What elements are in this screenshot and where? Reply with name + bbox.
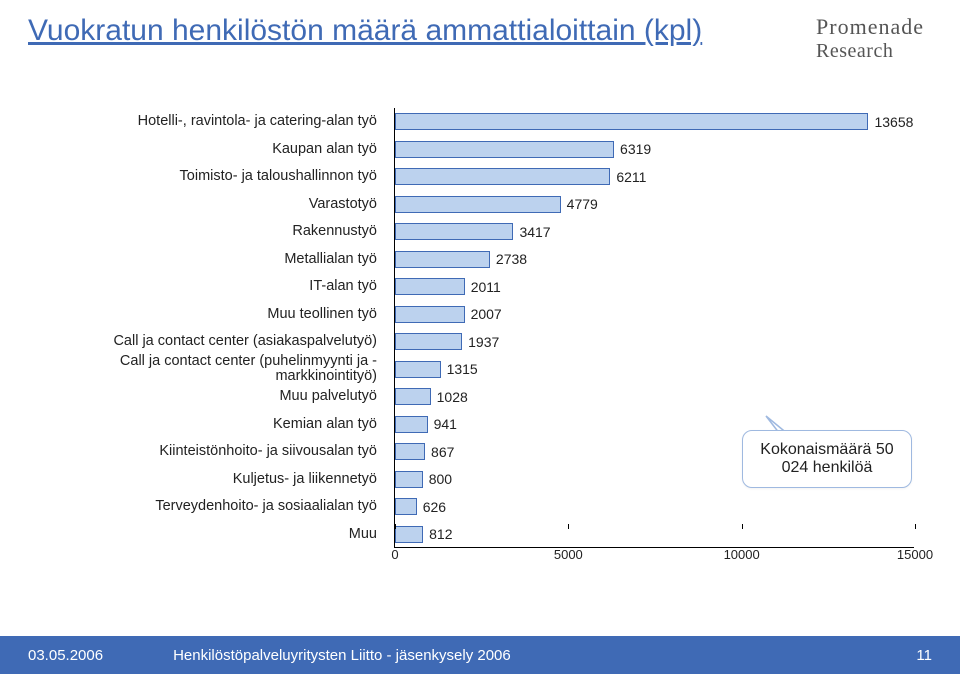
logo-line2: Research	[816, 40, 924, 63]
value-label: 941	[434, 416, 457, 432]
bar	[395, 416, 428, 433]
logo-line1: Promenade	[816, 14, 924, 40]
callout-total: Kokonaismäärä 50 024 henkilöä	[742, 430, 912, 488]
x-tick-mark	[915, 524, 916, 529]
x-tick-label: 10000	[724, 547, 760, 562]
value-label: 2738	[496, 251, 527, 267]
value-label: 812	[429, 526, 452, 542]
category-label: Call ja contact center (asiakaspalveluty…	[25, 334, 385, 349]
category-label: Kuljetus- ja liikennetyö	[25, 472, 385, 487]
category-label: Rakennustyö	[25, 224, 385, 239]
bar	[395, 278, 465, 295]
bar	[395, 498, 417, 515]
x-tick-label: 0	[391, 547, 398, 562]
category-label: Muu	[25, 527, 385, 542]
bar	[395, 333, 462, 350]
bar-row: IT-alan työ2011	[395, 273, 914, 301]
value-label: 626	[423, 499, 446, 515]
bar	[395, 306, 465, 323]
x-tick-label: 5000	[554, 547, 583, 562]
value-label: 867	[431, 444, 454, 460]
x-tick-mark	[742, 524, 743, 529]
category-label: Varastotyö	[25, 197, 385, 212]
slide: Vuokratun henkilöstön määrä ammattialoit…	[0, 0, 960, 674]
value-label: 2007	[471, 306, 502, 322]
value-label: 800	[429, 471, 452, 487]
bar	[395, 388, 431, 405]
bar	[395, 113, 868, 130]
category-label: Hotelli-, ravintola- ja catering-alan ty…	[25, 114, 385, 129]
category-label: IT-alan työ	[25, 279, 385, 294]
bar-row: Terveydenhoito- ja sosiaalialan työ626	[395, 493, 914, 521]
bar	[395, 526, 423, 543]
value-label: 1937	[468, 334, 499, 350]
x-tick-mark	[395, 524, 396, 529]
footer-title: Henkilöstöpalveluyritysten Liitto - jäse…	[173, 647, 511, 664]
bar-chart: 0 5000 10000 15000 Hotelli-, ravintola- ja …	[24, 108, 936, 588]
value-label: 3417	[519, 224, 550, 240]
bar	[395, 471, 423, 488]
bar-row: Muu812	[395, 521, 914, 549]
value-label: 13658	[874, 114, 913, 130]
category-label: Kemian alan työ	[25, 417, 385, 432]
bar	[395, 251, 490, 268]
x-axis: 050001000015000	[395, 547, 914, 569]
category-label: Terveydenhoito- ja sosiaalialan työ	[25, 499, 385, 514]
category-label: Muu palvelutyö	[25, 389, 385, 404]
footer-bar: 03.05.2006 Henkilöstöpalveluyritysten Li…	[0, 636, 960, 674]
value-label: 1315	[447, 361, 478, 377]
bar-row: Kaupan alan työ6319	[395, 136, 914, 164]
bar-row: Call ja contact center (asiakaspalveluty…	[395, 328, 914, 356]
page-title: Vuokratun henkilöstön määrä ammattialoit…	[28, 12, 702, 50]
category-label: Toimisto- ja taloushallinnon työ	[25, 169, 385, 184]
value-label: 6211	[616, 169, 646, 185]
category-label: Metallialan työ	[25, 252, 385, 267]
footer-page: 11	[916, 647, 932, 664]
x-tick-label: 15000	[897, 547, 933, 562]
bar	[395, 141, 614, 158]
category-label: Kiinteistönhoito- ja siivousalan työ	[25, 444, 385, 459]
bar-row: Muu teollinen työ2007	[395, 301, 914, 329]
value-label: 6319	[620, 141, 651, 157]
bar	[395, 361, 441, 378]
bar-row: Rakennustyö3417	[395, 218, 914, 246]
category-label: Call ja contact center (puhelinmyynti ja…	[25, 354, 385, 384]
bar	[395, 168, 610, 185]
bar-row: Hotelli-, ravintola- ja catering-alan ty…	[395, 108, 914, 136]
bar-row: Toimisto- ja taloushallinnon työ6211	[395, 163, 914, 191]
category-label: Muu teollinen työ	[25, 307, 385, 322]
value-label: 2011	[471, 279, 501, 295]
value-label: 1028	[437, 389, 468, 405]
bar-row: Metallialan työ2738	[395, 246, 914, 274]
bar	[395, 223, 513, 240]
logo: Promenade Research	[816, 14, 924, 63]
bar	[395, 443, 425, 460]
x-tick-mark	[568, 524, 569, 529]
category-label: Kaupan alan työ	[25, 142, 385, 157]
bar	[395, 196, 561, 213]
bar-row: Call ja contact center (puhelinmyynti ja…	[395, 356, 914, 384]
footer-date: 03.05.2006	[28, 647, 103, 664]
value-label: 4779	[567, 196, 598, 212]
bar-row: Varastotyö4779	[395, 191, 914, 219]
bar-row: Muu palvelutyö1028	[395, 383, 914, 411]
